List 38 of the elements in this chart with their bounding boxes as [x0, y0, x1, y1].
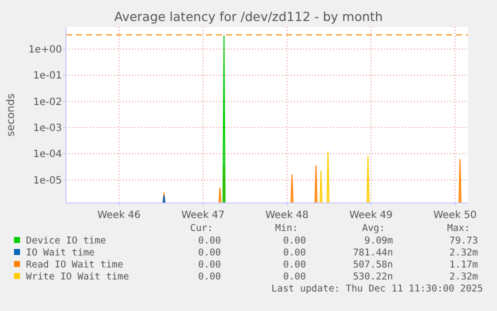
- text: 0.00: [198, 272, 222, 282]
- text: 1.17m: [449, 260, 478, 270]
- text: 530.22n: [352, 272, 393, 282]
- legend-label: Write IO Wait time: [26, 272, 130, 282]
- y-tick-label: 1e-03: [33, 123, 62, 134]
- y-tick-label: 1e-05: [33, 175, 62, 186]
- text: 507.58n: [352, 260, 393, 270]
- y-tick-label: 1e-01: [33, 70, 62, 82]
- chart-title: Average latency for /dev/zd112 - by month: [114, 9, 383, 24]
- text: 9.09m: [364, 236, 394, 246]
- text: 0.00: [283, 248, 306, 258]
- text: 2.32m: [449, 272, 478, 282]
- x-tick-label: Week 50: [433, 210, 477, 221]
- y-tick-label: 1e+00: [28, 44, 62, 56]
- text: 0.00: [198, 248, 222, 258]
- y-axis-title: seconds: [5, 94, 17, 136]
- text: Max:: [447, 223, 470, 234]
- legend-label: Device IO time: [26, 236, 106, 246]
- x-tick-label: Week 48: [265, 210, 309, 221]
- y-tick-label: 1e-02: [33, 96, 62, 108]
- text: 0.00: [283, 260, 306, 270]
- text: Cur:: [190, 223, 213, 234]
- text: 2.32m: [449, 248, 478, 258]
- legend-label: IO Wait time: [26, 248, 95, 258]
- text: Avg:: [362, 223, 385, 234]
- x-tick-label: Week 46: [97, 210, 141, 221]
- text: Last update: Thu Dec 11 11:30:00 2025: [271, 284, 483, 294]
- text: 0.00: [283, 236, 306, 246]
- text: 0.00: [198, 236, 222, 246]
- text: 0.00: [283, 272, 306, 282]
- x-tick-label: Week 47: [181, 210, 225, 221]
- text: 781.44n: [352, 248, 393, 258]
- legend-label: Read IO Wait time: [26, 260, 124, 270]
- text: 79.73: [449, 236, 478, 246]
- text: 0.00: [198, 260, 222, 270]
- y-tick-label: 1e-04: [33, 149, 62, 160]
- x-tick-label: Week 49: [349, 210, 393, 221]
- text: Min:: [275, 223, 298, 234]
